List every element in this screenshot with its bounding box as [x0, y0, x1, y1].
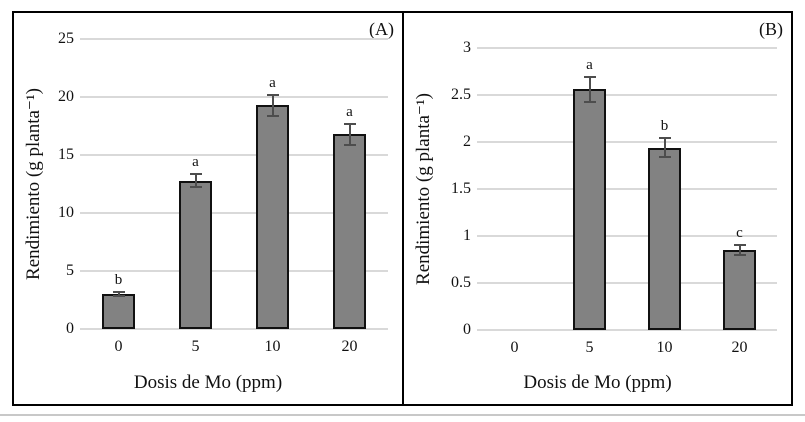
y-tick-label: 3	[463, 39, 471, 56]
error-bar-stem	[117, 292, 120, 296]
error-bar-cap	[343, 122, 356, 125]
error-bar-stem	[663, 138, 666, 158]
error-bar-cap	[583, 76, 596, 79]
error-bar-cap	[658, 156, 671, 159]
y-tick-label: 2	[463, 133, 471, 150]
y-tick-label: 10	[58, 204, 74, 221]
error-bar-stem	[194, 173, 197, 188]
bar	[179, 180, 212, 329]
bar	[573, 89, 606, 330]
y-tick-label: 2.5	[451, 86, 471, 103]
x-tick-label: 20	[731, 339, 748, 356]
x-tick-label: 10	[656, 339, 673, 356]
gridline	[477, 47, 777, 49]
error-bar-cap	[733, 244, 746, 247]
gridline	[80, 270, 388, 272]
significance-letter: a	[269, 74, 276, 91]
significance-letter: b	[660, 118, 669, 135]
bar	[333, 134, 366, 329]
chart-panel-a: (A) Rendimiento (g planta⁻¹) 0 5 10 15 20 25 0…	[12, 11, 404, 406]
x-tick-label: 10	[264, 338, 281, 355]
y-tick-label: 1.5	[451, 180, 471, 197]
plot-area: 0 5 10 15 20 25 0 b 5 a 10 a 20 a	[58, 30, 388, 355]
y-tick-label: 15	[58, 146, 74, 163]
x-tick-label: 20	[341, 338, 358, 355]
bar	[648, 147, 681, 330]
error-bar-stem	[348, 123, 351, 145]
significance-letter: a	[346, 103, 353, 120]
x-axis-title: Dosis de Mo (ppm)	[523, 372, 672, 393]
significance-letter: a	[586, 57, 593, 74]
y-axis-title: Rendimiento (g planta⁻¹)	[23, 88, 44, 280]
gridline	[477, 329, 777, 331]
error-bar-cap	[189, 172, 202, 175]
panel-label-b: (B)	[759, 19, 783, 39]
bar	[102, 294, 135, 329]
y-tick-label: 20	[58, 88, 74, 105]
y-tick-label: 0	[463, 321, 471, 338]
error-bar-cap	[583, 100, 596, 103]
chart-panel-b: (B) Rendimiento (g planta⁻¹) 0 0.5 1 1.5 2 2.…	[402, 11, 793, 406]
gridline	[80, 38, 388, 40]
x-axis-title: Dosis de Mo (ppm)	[133, 372, 283, 393]
significance-letter: a	[192, 153, 199, 170]
error-bar-cap	[266, 114, 279, 117]
error-bar-cap	[343, 143, 356, 146]
gridline	[477, 188, 777, 190]
error-bar-cap	[189, 186, 202, 189]
significance-letter: b	[114, 272, 123, 289]
y-tick-label: 0	[66, 320, 74, 337]
bar	[723, 250, 756, 330]
gridline	[80, 96, 388, 98]
gridline	[477, 141, 777, 143]
error-bar-stem	[588, 77, 591, 102]
y-tick-label: 1	[463, 227, 471, 244]
bottom-rule	[0, 414, 805, 416]
significance-letter: c	[736, 225, 743, 242]
x-tick-label: 0	[510, 339, 519, 356]
gridline	[80, 328, 388, 330]
panel-label-a: (A)	[369, 19, 394, 39]
error-bar-stem	[738, 245, 741, 255]
x-tick-label: 5	[191, 338, 200, 355]
gridline	[80, 154, 388, 156]
error-bar-cap	[112, 291, 125, 294]
error-bar-cap	[658, 137, 671, 140]
gridline	[477, 235, 777, 237]
y-tick-label: 5	[66, 262, 74, 279]
error-bar-cap	[733, 253, 746, 256]
x-tick-label: 0	[114, 338, 123, 355]
gridline	[477, 282, 777, 284]
gridline	[80, 212, 388, 214]
plot-area: 0 0.5 1 1.5 2 2.5 3 0 5 a 10 b 20 c	[451, 39, 777, 356]
gridline	[477, 94, 777, 96]
y-tick-label: 0.5	[451, 274, 471, 291]
y-tick-label: 25	[58, 30, 74, 47]
bar	[256, 105, 289, 329]
x-tick-label: 5	[585, 339, 594, 356]
error-bar-cap	[266, 93, 279, 96]
error-bar-stem	[271, 94, 274, 116]
error-bar-cap	[112, 294, 125, 297]
